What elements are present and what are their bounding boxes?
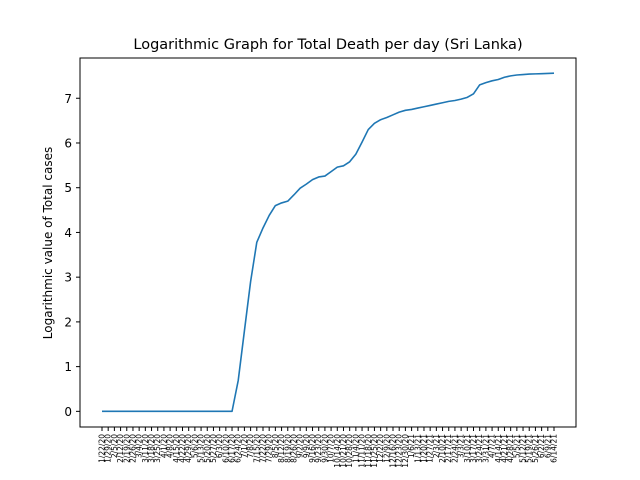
x-tick-label: 9/23/20	[314, 434, 323, 463]
x-tick-label: 5/6/20	[190, 434, 199, 458]
x-tick-label: 10/7/20	[327, 434, 336, 463]
x-tick-label: 4/21/21	[500, 434, 509, 463]
x-tick-label: 6/17/20	[228, 434, 237, 463]
x-tick-label: 5/5/21	[512, 434, 521, 458]
x-tick-label: 7/8/20	[246, 434, 255, 458]
x-tick-label: 1/13/21	[413, 434, 422, 463]
x-tick-label: 3/3/21	[457, 434, 466, 458]
y-axis-label: Logarithmic value of Total cases	[41, 147, 55, 339]
y-tick-label: 3	[64, 271, 72, 285]
x-tick-label: 7/29/20	[265, 434, 274, 463]
x-tick-label: 5/27/20	[209, 434, 218, 463]
x-tick-label: 2/26/20	[128, 434, 137, 463]
x-tick-label: 12/2/20	[376, 434, 385, 463]
x-tick-label: 9/9/20	[302, 434, 311, 458]
x-ticks: 1/22/201/29/202/5/202/12/202/19/202/26/2…	[98, 427, 559, 468]
y-tick-label: 6	[64, 136, 72, 150]
x-tick-label: 7/15/20	[252, 434, 261, 463]
x-tick-label: 9/16/20	[308, 434, 317, 463]
y-tick-label: 5	[64, 181, 72, 195]
y-ticks: 0 1 2 3 4 5 6 7	[64, 92, 80, 419]
x-tick-label: 3/4/20	[135, 434, 144, 458]
x-tick-label: 2/24/21	[450, 434, 459, 463]
x-tick-label: 2/10/21	[438, 434, 447, 463]
x-tick-label: 6/14/21	[550, 434, 559, 463]
x-tick-label: 2/5/20	[110, 434, 119, 458]
x-tick-label: 10/21/20	[339, 434, 348, 468]
x-tick-label: 1/6/21	[407, 434, 416, 458]
x-tick-label: 1/22/20	[98, 434, 107, 463]
x-tick-label: 5/20/20	[203, 434, 212, 463]
x-tick-label: 3/10/21	[463, 434, 472, 463]
x-tick-label: 6/3/20	[215, 434, 224, 458]
x-tick-label: 8/5/20	[271, 434, 280, 458]
x-tick-label: 4/7/21	[488, 434, 497, 458]
x-tick-label: 8/12/20	[277, 434, 286, 463]
series-line	[102, 72, 555, 413]
x-tick-label: 11/11/20	[358, 434, 367, 468]
x-tick-label: 4/28/21	[506, 434, 515, 463]
x-tick-label: 7/1/20	[240, 434, 249, 458]
x-tick-label: 3/31/21	[481, 434, 490, 463]
x-tick-label: 12/16/20	[389, 434, 398, 468]
x-tick-label: 1/20/21	[419, 434, 428, 463]
x-tick-label: 9/30/20	[320, 434, 329, 463]
x-tick-label: 11/18/20	[364, 434, 373, 468]
y-tick-label: 4	[64, 226, 72, 240]
x-tick-label: 6/24/20	[234, 434, 243, 463]
x-tick-label: 5/13/20	[197, 434, 206, 463]
x-tick-label: 2/17/21	[444, 434, 453, 463]
x-tick-label: 10/14/20	[333, 434, 342, 468]
x-tick-label: 3/18/20	[147, 434, 156, 463]
x-tick-label: 4/1/20	[159, 434, 168, 458]
x-tick-label: 3/17/21	[469, 434, 478, 463]
y-tick-label: 7	[64, 92, 72, 106]
x-tick-label: 6/9/21	[543, 434, 552, 458]
x-tick-label: 3/11/20	[141, 434, 150, 463]
x-tick-label: 11/25/20	[370, 434, 379, 468]
x-tick-label: 4/29/20	[184, 434, 193, 463]
y-tick-label: 1	[64, 360, 72, 374]
x-tick-label: 2/19/20	[122, 434, 131, 463]
x-tick-label: 5/26/21	[531, 434, 540, 463]
x-tick-label: 7/22/20	[258, 434, 267, 463]
x-tick-label: 1/27/21	[426, 434, 435, 463]
x-tick-label: 8/19/20	[283, 434, 292, 463]
chart-title: Logarithmic Graph for Total Death per da…	[133, 37, 522, 53]
y-tick-label: 0	[64, 405, 72, 419]
x-tick-label: 10/28/20	[345, 434, 354, 468]
x-tick-label: 8/26/20	[289, 434, 298, 463]
x-tick-label: 2/12/20	[116, 434, 125, 463]
plot-frame	[79, 57, 577, 428]
x-tick-label: 11/4/20	[351, 434, 360, 463]
x-tick-label: 2/3/21	[432, 434, 441, 458]
x-tick-label: 1/29/20	[104, 434, 113, 463]
x-tick-label: 4/8/20	[166, 434, 175, 458]
x-tick-label: 12/23/20	[395, 434, 404, 468]
x-tick-label: 3/24/21	[475, 434, 484, 463]
x-tick-label: 9/2/20	[296, 434, 305, 458]
x-tick-label: 4/14/21	[494, 434, 503, 463]
x-tick-label: 5/19/21	[525, 434, 534, 463]
x-tick-label: 3/25/20	[153, 434, 162, 463]
x-tick-label: 4/15/20	[172, 434, 181, 463]
x-tick-label: 4/22/20	[178, 434, 187, 463]
x-tick-label: 6/2/21	[537, 434, 546, 458]
x-tick-label: 12/30/20	[401, 434, 410, 468]
y-tick-label: 2	[64, 315, 72, 329]
x-tick-label: 12/9/20	[382, 434, 391, 463]
x-tick-label: 5/12/21	[519, 434, 528, 463]
x-tick-label: 6/10/20	[221, 434, 230, 463]
